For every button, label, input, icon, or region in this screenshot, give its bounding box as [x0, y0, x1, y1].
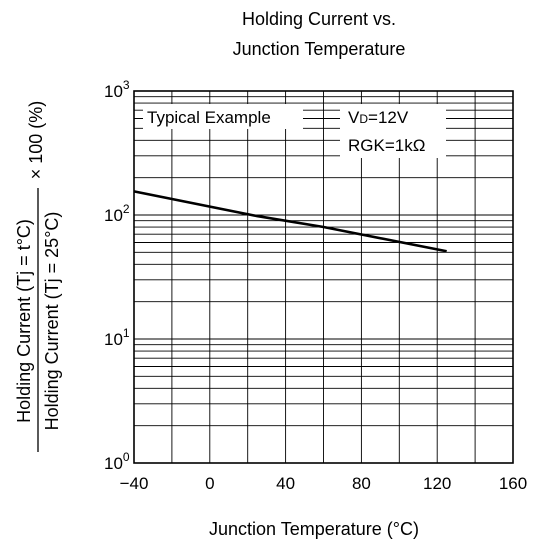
y-label-multiplier: × 100 (%)	[26, 101, 46, 180]
x-axis-label: Junction Temperature (°C)	[209, 519, 419, 539]
annotation-group: Typical Example VD=12V RGK=1kΩ	[143, 104, 446, 158]
plot-frame	[133, 90, 514, 464]
y-tick-exponent: 0	[123, 450, 130, 464]
x-tick-label: 40	[276, 474, 295, 493]
y-tick-label: 102	[104, 202, 130, 225]
y-tick-base: 10	[104, 454, 123, 473]
y-tick-label: 101	[104, 326, 130, 349]
vd-sub: D	[359, 112, 368, 126]
x-tick-label: 80	[352, 474, 371, 493]
typical-example-box	[143, 104, 303, 129]
y-tick-base: 10	[104, 82, 123, 101]
y-tick-exponent: 2	[123, 202, 130, 216]
y-label-denominator: Holding Current (Tj = 25°C)	[42, 212, 62, 431]
chart-title-line2: Junction Temperature	[233, 39, 406, 59]
x-tick-label: 120	[423, 474, 451, 493]
series-line	[133, 190, 447, 253]
chart-title-line1: Holding Current vs.	[242, 9, 396, 29]
y-tick-label: 100	[104, 450, 130, 473]
x-tick-label: 160	[499, 474, 527, 493]
series-layer	[133, 190, 447, 253]
x-tick-labels: −40 0 40 80 120 160	[120, 474, 528, 493]
rgk-label: RGK=1kΩ	[348, 136, 425, 155]
conditions-box	[340, 104, 446, 158]
y-tick-exponent: 3	[123, 78, 130, 92]
y-axis-label: Holding Current (Tj = t°C) Holding Curre…	[14, 101, 62, 452]
y-tick-base: 10	[104, 206, 123, 225]
y-tick-base: 10	[104, 330, 123, 349]
x-tick-label: 0	[205, 474, 214, 493]
y-tick-label: 103	[104, 78, 130, 101]
plot-grid	[133, 90, 514, 464]
y-tick-exponent: 1	[123, 326, 130, 340]
y-label-numerator: Holding Current (Tj = t°C)	[14, 219, 34, 423]
vd-value: =12V	[368, 108, 409, 127]
typical-example-label: Typical Example	[147, 108, 271, 127]
vd-label: VD=12V	[348, 108, 409, 127]
vd-main: V	[348, 108, 360, 127]
x-tick-label: −40	[120, 474, 149, 493]
